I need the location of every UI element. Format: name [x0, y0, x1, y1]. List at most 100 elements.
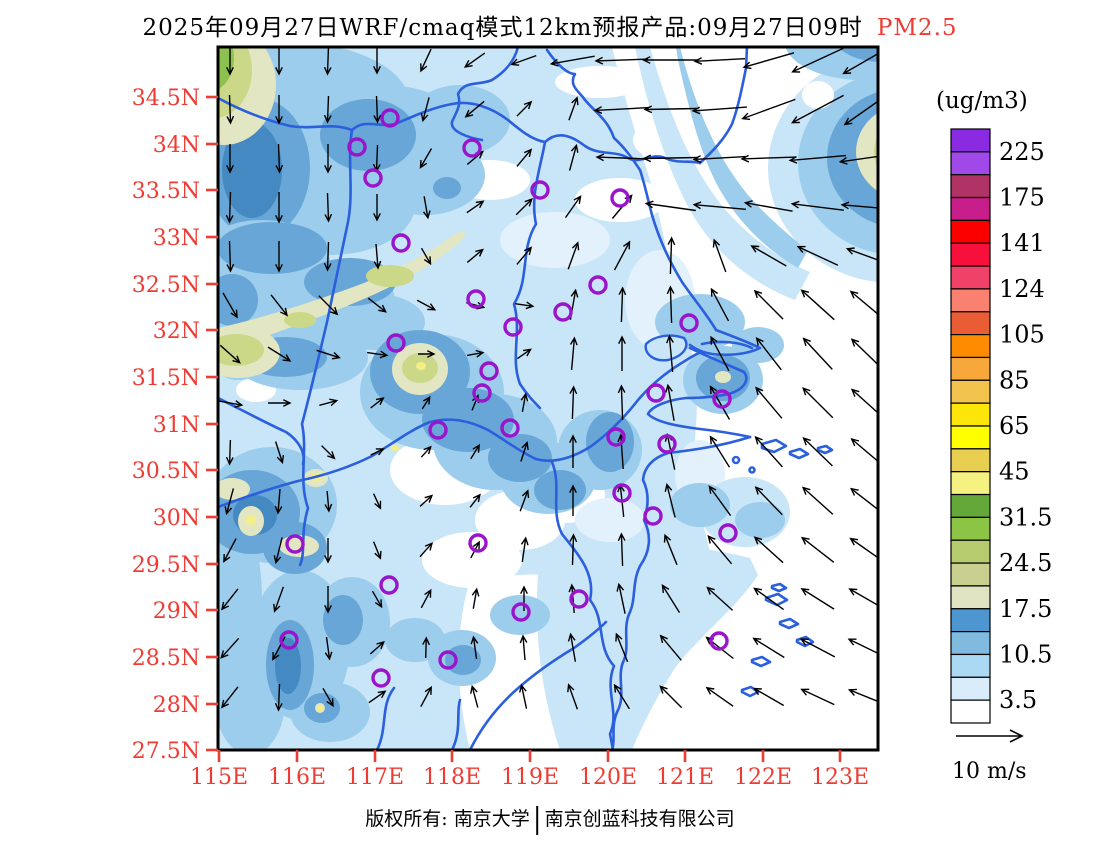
legend-tick-label: 85	[999, 366, 1030, 394]
wind-arrow	[755, 386, 783, 419]
wind-arrow	[643, 105, 698, 114]
legend-tick-label: 65	[999, 412, 1030, 440]
wind-arrow	[618, 335, 626, 371]
contour-fill-region	[676, 47, 808, 268]
wind-arrow	[661, 584, 681, 613]
lat-label: 30.5N	[132, 459, 200, 484]
wind-arrow	[274, 683, 283, 712]
wind-arrow	[324, 144, 332, 174]
wind-arrow	[788, 154, 846, 164]
contour-fill-region	[416, 362, 426, 370]
wind-arrow	[419, 148, 433, 169]
wind-arrow	[420, 97, 430, 123]
wind-arrow	[791, 94, 844, 124]
wind-arrow	[275, 143, 284, 174]
wind-arrow	[754, 486, 783, 516]
wind-arrow	[519, 634, 528, 661]
wind-arrow	[692, 201, 746, 210]
boundary-line	[778, 617, 800, 630]
contour-fill-region	[488, 434, 552, 482]
wind-arrow	[840, 201, 878, 210]
wind-arrow	[618, 286, 627, 323]
lat-label: 30N	[153, 506, 200, 531]
legend-color-box	[950, 288, 991, 313]
station-marker	[466, 289, 486, 309]
wind-arrow	[226, 144, 234, 174]
wind-arrow	[752, 637, 785, 659]
wind-arrow	[705, 686, 734, 707]
station-marker	[610, 188, 630, 208]
wind-arrow	[420, 48, 432, 73]
contour-fill-region	[536, 544, 758, 750]
wind-arrow	[706, 586, 734, 611]
wind-arrow	[707, 534, 733, 565]
boundary-line	[740, 685, 760, 698]
contour-fill-region	[284, 312, 316, 328]
station-marker	[530, 180, 550, 200]
wind-arrow	[791, 47, 844, 73]
contour-fill-region	[785, 47, 878, 80]
station-marker	[679, 313, 699, 333]
wind-arrow	[273, 537, 283, 565]
wind-arrow	[219, 344, 241, 364]
wind-arrow	[275, 95, 283, 125]
wind-arrow	[848, 588, 878, 607]
wind-arrow	[469, 493, 481, 508]
boundary-line	[731, 455, 741, 465]
wind-arrow	[274, 488, 283, 515]
legend-tick-label: 3.5	[999, 686, 1037, 714]
boundary-line	[750, 655, 772, 668]
province-border-west	[298, 128, 354, 567]
contour-fill-region	[534, 470, 586, 510]
lon-label: 120E	[579, 765, 637, 790]
wind-arrow	[226, 240, 235, 273]
lat-label: 34N	[153, 133, 200, 158]
legend-color-box	[950, 128, 991, 153]
lat-label: 33.5N	[132, 179, 200, 204]
legend-color-box	[950, 562, 991, 587]
station-marker	[347, 137, 367, 157]
station-marker	[503, 317, 523, 337]
station-marker	[391, 233, 411, 253]
wind-arrow	[743, 200, 793, 212]
wind-arrow	[520, 536, 529, 562]
contour-fill-region	[802, 81, 834, 109]
contour-fill-region	[317, 705, 323, 711]
wind-arrow	[742, 52, 795, 70]
station-marker	[606, 427, 626, 447]
legend-color-box	[950, 219, 991, 244]
wind-arrow	[516, 100, 533, 117]
legend-color-box	[950, 196, 991, 221]
wind-arrow	[324, 637, 333, 661]
wind-arrow	[268, 399, 292, 407]
wind-arrow	[750, 245, 787, 267]
wind-arrow	[753, 587, 785, 611]
boundary-line	[760, 438, 788, 454]
wind-arrow	[663, 533, 678, 566]
contour-fill-region	[222, 122, 282, 218]
wind-scale-legend: 10 m/s	[952, 729, 1027, 784]
wind-arrow	[567, 241, 580, 270]
wind-arrow	[422, 196, 431, 220]
station-marker	[379, 575, 399, 595]
contour-fill-region	[555, 66, 645, 98]
wind-arrow	[275, 192, 283, 224]
wind-scale-arrowhead	[1009, 729, 1024, 743]
wind-arrow	[220, 637, 240, 659]
boundary-line	[816, 444, 834, 455]
wind-arrow	[373, 47, 381, 75]
wind-arrow	[613, 683, 630, 710]
wind-arrow	[272, 636, 286, 661]
station-marker	[709, 631, 729, 651]
legend-color-box	[950, 242, 991, 267]
wind-arrow	[594, 56, 649, 65]
contour-fill-region	[735, 502, 785, 538]
contour-fills	[218, 47, 878, 750]
wind-arrow	[755, 336, 782, 371]
wind-arrow	[641, 56, 699, 64]
legend-color-box	[950, 539, 991, 564]
legend-tick-label: 10.5	[999, 640, 1052, 668]
wind-arrow	[321, 445, 336, 460]
coastline-jiangsu	[545, 48, 718, 332]
wind-arrow	[516, 348, 532, 360]
